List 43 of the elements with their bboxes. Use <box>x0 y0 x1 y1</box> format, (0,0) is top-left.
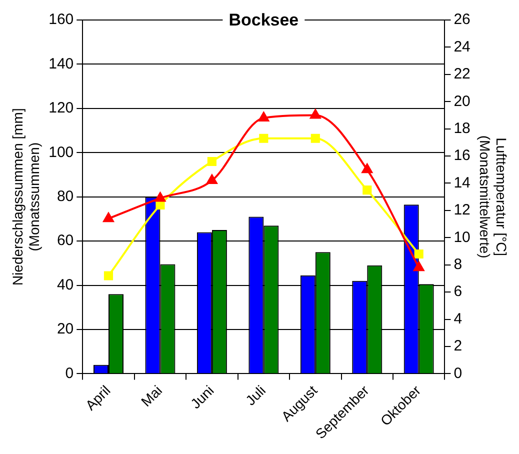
point <box>104 271 114 280</box>
point <box>207 156 216 166</box>
point <box>362 164 372 174</box>
y2-tick-label: 14 <box>454 174 470 192</box>
point <box>154 192 166 202</box>
point <box>258 112 269 122</box>
y-tick-label: 120 <box>48 100 74 117</box>
y-tick-label: 80 <box>56 188 74 205</box>
x-tick-label: Juli <box>242 382 269 408</box>
y2-tick-label: 8 <box>454 256 462 274</box>
y2-tick-label: 24 <box>454 38 470 56</box>
chart-title: Bocksee <box>228 10 299 30</box>
y2-tick-label: 16 <box>454 147 470 164</box>
x-tick-label: Mai <box>138 382 166 410</box>
y-axis-title: Niederschlagssummen [mm] (Monatssummen) <box>9 108 42 286</box>
point <box>103 212 114 222</box>
point <box>414 262 424 272</box>
point <box>310 134 320 143</box>
y2-tick-label: 4 <box>454 310 462 328</box>
point <box>362 186 372 195</box>
y-tick-label: 40 <box>56 276 74 294</box>
y-tick-label: 20 <box>56 320 74 338</box>
y-tick-label: 0 <box>65 364 74 382</box>
x-tick-label: Juni <box>187 382 217 412</box>
y-tick-label: 140 <box>48 55 74 72</box>
y2-tick-label: 18 <box>454 120 470 137</box>
point <box>310 109 321 119</box>
y2-axis-title: Lufttemperatur [°C] (Monatsmittelwerte) <box>476 135 510 258</box>
y2-tick-label: 10 <box>454 228 470 246</box>
y2-tick-label: 22 <box>454 66 470 83</box>
y-tick-label: 60 <box>56 232 74 250</box>
point <box>156 200 165 210</box>
point <box>259 134 268 143</box>
y2-tick-label: 2 <box>454 338 462 355</box>
y2-tick-label: 26 <box>454 11 470 28</box>
y-tick-label: 160 <box>48 11 74 28</box>
y2-tick-label: 20 <box>454 92 470 110</box>
y2-tick-label: 0 <box>454 364 462 382</box>
point <box>206 174 218 184</box>
y2-tick-label: 6 <box>454 283 462 300</box>
y2-tick-label: 12 <box>454 202 470 219</box>
point <box>414 249 424 259</box>
y-tick-label: 100 <box>48 144 74 161</box>
